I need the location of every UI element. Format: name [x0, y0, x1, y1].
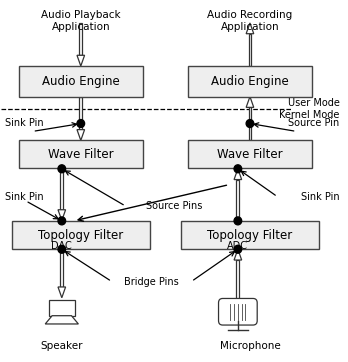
Text: User Mode: User Mode: [288, 98, 340, 109]
Circle shape: [234, 217, 242, 225]
Text: Audio Engine: Audio Engine: [42, 75, 120, 88]
Text: Audio Engine: Audio Engine: [211, 75, 289, 88]
FancyBboxPatch shape: [219, 298, 257, 325]
Polygon shape: [77, 130, 85, 140]
Polygon shape: [246, 23, 254, 34]
Text: Source Pin: Source Pin: [288, 118, 340, 128]
FancyBboxPatch shape: [236, 260, 239, 301]
Text: Topology Filter: Topology Filter: [207, 229, 293, 242]
Circle shape: [246, 119, 254, 127]
Circle shape: [77, 119, 85, 127]
Text: Audio Recording
Application: Audio Recording Application: [207, 10, 293, 32]
Text: Audio Playback
Application: Audio Playback Application: [41, 10, 121, 32]
Text: Sink Pin: Sink Pin: [301, 192, 340, 202]
Polygon shape: [58, 210, 66, 220]
FancyBboxPatch shape: [79, 23, 82, 55]
FancyBboxPatch shape: [248, 34, 251, 66]
Circle shape: [58, 217, 66, 225]
Text: Microphone: Microphone: [220, 341, 280, 350]
Circle shape: [58, 165, 66, 173]
Polygon shape: [246, 97, 254, 108]
FancyBboxPatch shape: [181, 221, 319, 249]
FancyBboxPatch shape: [188, 66, 312, 97]
FancyBboxPatch shape: [79, 97, 82, 130]
FancyBboxPatch shape: [19, 140, 143, 168]
Circle shape: [234, 165, 242, 173]
Text: Wave Filter: Wave Filter: [48, 148, 113, 161]
Polygon shape: [45, 316, 78, 324]
FancyBboxPatch shape: [49, 300, 75, 316]
Text: Sink Pin: Sink Pin: [5, 192, 44, 202]
Circle shape: [234, 245, 242, 253]
FancyBboxPatch shape: [60, 249, 63, 287]
Text: Bridge Pins: Bridge Pins: [124, 277, 179, 287]
Text: Topology Filter: Topology Filter: [38, 229, 124, 242]
FancyBboxPatch shape: [188, 140, 312, 168]
FancyBboxPatch shape: [19, 66, 143, 97]
Polygon shape: [58, 287, 66, 298]
Text: ADC: ADC: [227, 241, 248, 251]
Text: DAC: DAC: [52, 241, 72, 251]
Text: Wave Filter: Wave Filter: [217, 148, 283, 161]
Text: Sink Pin: Sink Pin: [5, 118, 44, 128]
Circle shape: [58, 245, 66, 253]
FancyBboxPatch shape: [236, 180, 239, 220]
Text: Source Pins: Source Pins: [147, 201, 203, 211]
Polygon shape: [234, 249, 242, 260]
Polygon shape: [77, 55, 85, 66]
Text: Speaker: Speaker: [41, 341, 83, 350]
FancyBboxPatch shape: [60, 169, 63, 210]
FancyBboxPatch shape: [12, 221, 150, 249]
Polygon shape: [234, 169, 242, 180]
Text: Kernel Mode: Kernel Mode: [279, 110, 340, 120]
FancyBboxPatch shape: [248, 108, 251, 140]
